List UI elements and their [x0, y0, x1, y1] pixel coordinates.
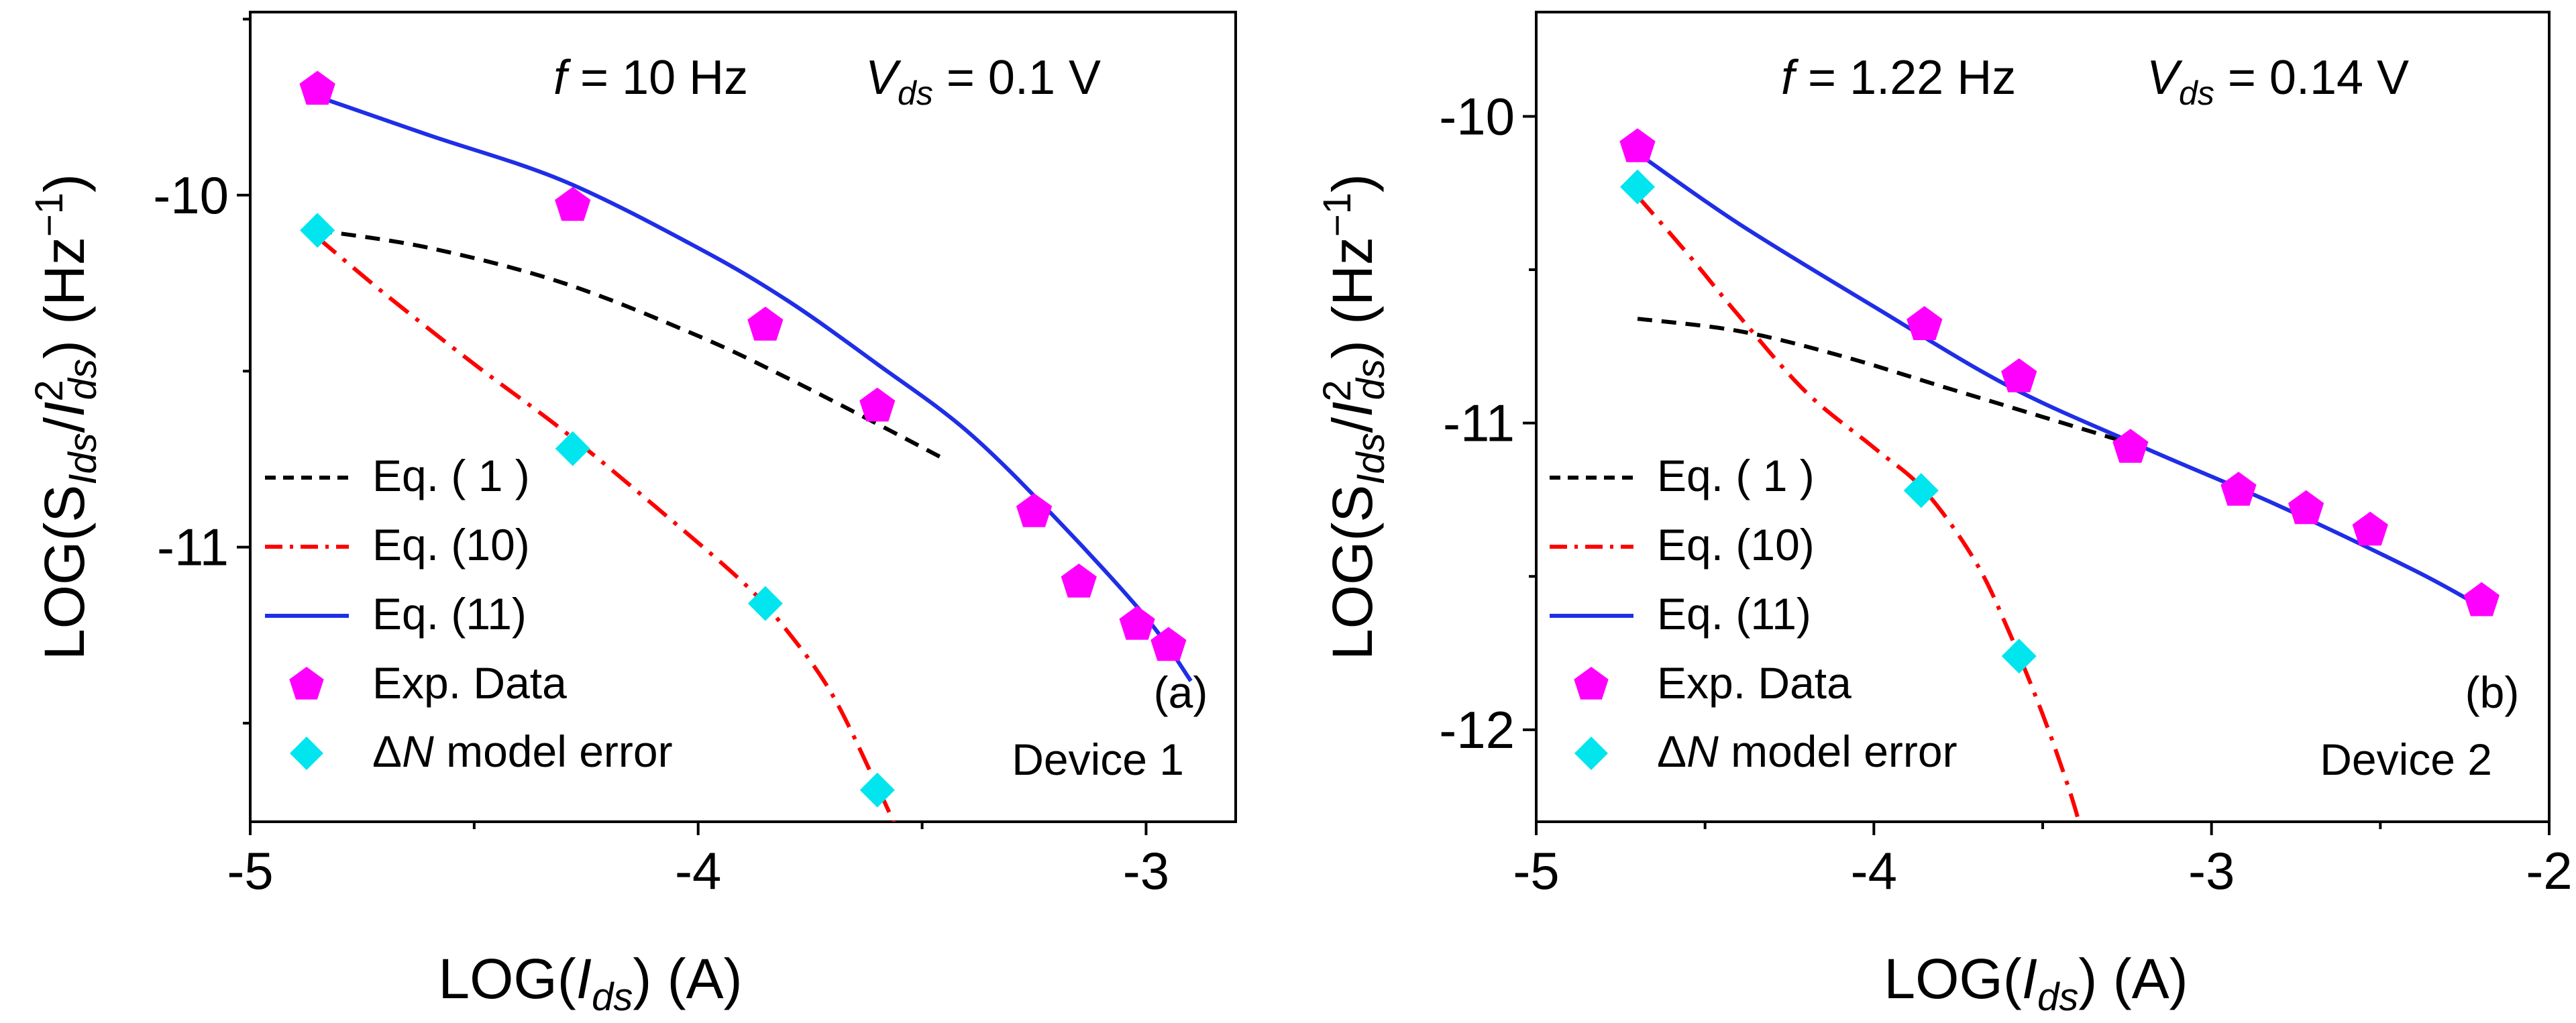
legend-item: Eq. (10) — [1550, 520, 1815, 570]
series-line-eq1 — [1637, 317, 2145, 450]
legend-diamond-marker — [290, 737, 323, 770]
series-model-error — [1620, 169, 2037, 674]
legend-item: Eq. (11) — [265, 589, 527, 639]
exp-data-point — [299, 70, 335, 105]
exp-data-point — [1150, 627, 1187, 661]
voltage-condition: Vds = 0.14 V — [2147, 51, 2409, 112]
model-error-point — [300, 213, 335, 248]
legend-label: ΔN model error — [1657, 726, 1957, 776]
exp-data-point — [1061, 563, 1097, 598]
legend-label: Eq. ( 1 ) — [1657, 451, 1815, 500]
legend-item: Exp. Data — [289, 658, 567, 708]
exp-data-point — [1119, 606, 1155, 640]
legend-item: ΔN model error — [1574, 726, 1957, 776]
legend-item: ΔN model error — [290, 726, 673, 776]
series-line-eq11 — [317, 95, 1193, 682]
x-tick-label: -3 — [1123, 841, 1169, 900]
chart-panel-b: -5 -4 -3 -2 -10 -11 -12 LOG(Ids) (A) LOG(SIds/I2… — [1316, 11, 2573, 1019]
model-error-point — [1620, 169, 1655, 205]
legend-item: Eq. ( 1 ) — [265, 451, 530, 500]
panel-label: (b) — [2465, 667, 2520, 717]
legend-item: Eq. (11) — [1550, 589, 1811, 639]
y-axis-title: LOG(SIds/I2ds) (Hz−1) — [1316, 174, 1393, 660]
model-error-point — [1903, 473, 1939, 508]
legend-label: Eq. (11) — [1657, 589, 1811, 639]
exp-data-point — [1016, 493, 1053, 527]
legend-label: Eq. (10) — [1657, 520, 1815, 570]
legend-item: Eq. ( 1 ) — [1550, 451, 1815, 500]
legend-label: ΔN model error — [372, 726, 673, 776]
x-tick-label: -4 — [1851, 841, 1897, 900]
model-error-point — [859, 772, 895, 808]
frequency-condition: f = 10 Hz — [553, 51, 748, 105]
exp-data-point — [1619, 128, 1656, 162]
chart-panel-a: -5 -4 -3 -10 -11 LOG(Ids) (A) LOG(SIds/I2ds) (… — [28, 11, 1237, 1019]
legend-item: Eq. (10) — [265, 520, 530, 570]
exp-data-point — [2001, 358, 2037, 392]
legend-label: Eq. (11) — [372, 589, 527, 639]
y-tick-label: -11 — [157, 518, 229, 577]
legend-pentagon-marker — [289, 667, 324, 700]
frequency-condition: f = 1.22 Hz — [1781, 51, 2016, 105]
x-tick-label: -2 — [2526, 841, 2572, 900]
voltage-condition: Vds = 0.1 V — [865, 51, 1101, 112]
legend-label: Eq. ( 1 ) — [372, 451, 530, 500]
exp-data-point — [2288, 490, 2324, 525]
exp-data-point — [747, 307, 784, 341]
exp-data-point — [859, 387, 896, 422]
legend-item: Exp. Data — [1574, 658, 1851, 708]
exp-data-point — [1907, 306, 1943, 340]
x-tick-label: -5 — [227, 841, 273, 900]
x-axis-title: LOG(Ids) (A) — [1884, 947, 2188, 1019]
y-tick-label: -10 — [153, 166, 229, 225]
exp-data-point — [555, 186, 591, 221]
legend-diamond-marker — [1574, 737, 1608, 770]
exp-data-point — [2352, 511, 2388, 546]
plot-frame — [249, 11, 1237, 823]
series-exp-data — [1619, 128, 2500, 616]
legend-label: Exp. Data — [372, 658, 567, 708]
exp-data-point — [2220, 472, 2257, 506]
model-error-point — [555, 431, 590, 466]
series-exp-data — [299, 70, 1187, 661]
series-line-eq11 — [1636, 151, 2483, 609]
series-model-error — [300, 213, 895, 808]
legend: Eq. ( 1 ) Eq. (10) Eq. (11) Exp. Data ΔN mod… — [1550, 451, 1957, 776]
x-axis-title: LOG(Ids) (A) — [438, 947, 742, 1019]
x-tick-label: -3 — [2188, 841, 2235, 900]
legend-pentagon-marker — [1574, 667, 1609, 700]
device-label: Device 1 — [1012, 735, 1184, 784]
model-error-point — [2001, 639, 2037, 674]
device-label: Device 2 — [2320, 735, 2492, 784]
panel-label: (a) — [1154, 667, 1208, 717]
y-tick-label: -12 — [1439, 700, 1515, 759]
legend: Eq. ( 1 ) Eq. (10) Eq. (11) Exp. Data ΔN mod… — [265, 451, 673, 776]
exp-data-point — [2463, 582, 2500, 616]
model-error-point — [747, 586, 783, 621]
series-line-eq10 — [316, 235, 896, 822]
x-tick-label: -5 — [1513, 841, 1559, 900]
legend-label: Exp. Data — [1657, 658, 1851, 708]
legend-label: Eq. (10) — [372, 520, 530, 570]
y-axis-title: LOG(SIds/I2ds) (Hz−1) — [28, 174, 105, 660]
x-tick-label: -4 — [675, 841, 721, 900]
y-tick-label: -10 — [1439, 87, 1515, 146]
y-tick-label: -11 — [1443, 394, 1515, 453]
exp-data-point — [2112, 429, 2149, 463]
